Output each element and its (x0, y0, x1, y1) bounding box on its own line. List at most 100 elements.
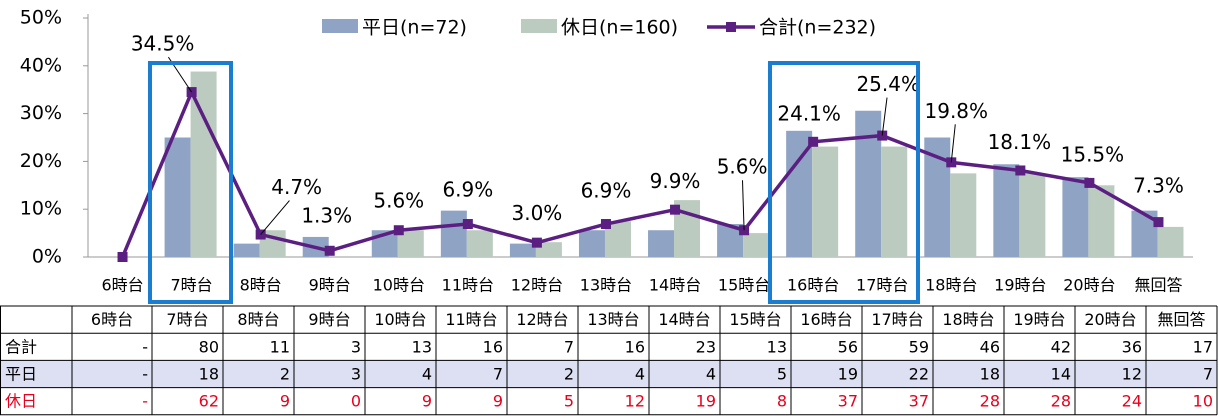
bar (812, 146, 839, 257)
data-label: 5.6% (717, 155, 768, 179)
table-header: 13時台 (587, 310, 639, 329)
legend-label: 平日(n=72) (362, 17, 467, 39)
x-tick-label: 無回答 (1134, 276, 1182, 295)
table-cell: 12 (625, 392, 645, 411)
y-tick-label: 50% (20, 7, 62, 29)
table-row-label: 合計 (5, 337, 37, 356)
line-marker (1084, 177, 1095, 188)
data-label: 4.7% (271, 175, 322, 199)
line-marker (1153, 217, 1164, 228)
line-marker (393, 225, 404, 236)
table-cell: 13 (767, 337, 787, 356)
x-tick-label: 15時台 (718, 276, 770, 295)
table-cell: 28 (1051, 392, 1071, 411)
table-cell: 19 (696, 392, 716, 411)
table-header-row (0, 306, 1217, 334)
y-tick-label: 0% (32, 246, 62, 268)
x-tick-label: 18時台 (925, 276, 977, 295)
bar (993, 164, 1020, 257)
table-header: 16時台 (800, 310, 852, 329)
table-cell: 8 (777, 392, 787, 411)
legend-label: 合計(n=232) (759, 17, 876, 39)
table-cell: 16 (625, 337, 645, 356)
table-header: 8時台 (237, 310, 279, 329)
table-header: 6時台 (91, 310, 133, 329)
data-label: 25.4% (856, 72, 920, 96)
table-cell: 5 (777, 365, 787, 384)
bar (509, 243, 536, 257)
bar (578, 230, 605, 257)
table-row-label: 休日 (5, 392, 37, 411)
table-cell: 59 (909, 337, 929, 356)
table-cell: 17 (1193, 337, 1213, 356)
data-label: 24.1% (777, 101, 841, 125)
data-label: 18.1% (988, 130, 1052, 154)
table-cell: - (142, 365, 148, 384)
bar (786, 130, 813, 257)
table-cell: 28 (980, 392, 1000, 411)
x-tick-label: 6時台 (101, 276, 143, 295)
y-tick-label: 30% (20, 102, 62, 124)
line-marker (808, 136, 819, 147)
line (120, 87, 1160, 258)
table-row-bg (0, 387, 1217, 415)
bar (233, 243, 260, 257)
table-cell: 2 (280, 365, 290, 384)
table-cell: - (142, 392, 148, 411)
table-cell: 37 (838, 392, 858, 411)
x-tick-label: 7時台 (171, 276, 213, 295)
table-row-bg (0, 333, 1217, 361)
table-cell: 10 (1193, 392, 1213, 411)
legend-swatch (521, 19, 557, 33)
bar (535, 242, 562, 257)
leader-line (260, 200, 290, 235)
table-cell: 3 (351, 365, 361, 384)
line-marker (670, 204, 681, 215)
table-cell: 19 (838, 365, 858, 384)
table-header: 12時台 (516, 310, 568, 329)
table-cell: 12 (1122, 365, 1142, 384)
table-cell: 24 (1122, 392, 1142, 411)
table-row-label: 平日 (5, 365, 37, 384)
y-tick-label: 10% (20, 198, 62, 220)
table-cell: 4 (706, 365, 716, 384)
table-header: 17時台 (871, 310, 923, 329)
data-label: 19.8% (925, 99, 989, 123)
table-cell: - (142, 337, 148, 356)
table-cell: 7 (564, 337, 574, 356)
x-tick-label: 14時台 (649, 276, 701, 295)
bar (440, 210, 467, 257)
line-marker (1015, 165, 1026, 176)
table-cell: 9 (422, 392, 432, 411)
table-cell: 14 (1051, 365, 1071, 384)
bar (1088, 185, 1115, 257)
bar (1019, 173, 1046, 257)
table-cell: 36 (1122, 337, 1142, 356)
x-tick-label: 16時台 (787, 276, 839, 295)
table-cell: 0 (351, 392, 361, 411)
bar (648, 230, 675, 257)
legend-label: 休日(n=160) (561, 17, 678, 39)
data-label: 3.0% (512, 201, 563, 225)
line-marker (324, 245, 335, 256)
data-label: 34.5% (131, 32, 195, 56)
leader-line (881, 97, 888, 136)
table-header: 19時台 (1013, 310, 1065, 329)
x-tick-label: 9時台 (309, 276, 351, 295)
x-tick-label: 19時台 (994, 276, 1046, 295)
table-cell: 7 (493, 365, 503, 384)
table-cell: 4 (635, 365, 645, 384)
data-label: 6.9% (442, 178, 493, 202)
table-header: 9時台 (308, 310, 350, 329)
bar (743, 233, 770, 257)
table-cell: 2 (564, 365, 574, 384)
table-cell: 9 (493, 392, 503, 411)
bar (950, 173, 977, 257)
x-tick-label: 11時台 (442, 276, 494, 295)
table-cell: 4 (422, 365, 432, 384)
table-header: 15時台 (729, 310, 781, 329)
bar (1157, 226, 1184, 257)
data-label: 6.9% (581, 179, 632, 203)
table-header: 20時台 (1084, 310, 1136, 329)
